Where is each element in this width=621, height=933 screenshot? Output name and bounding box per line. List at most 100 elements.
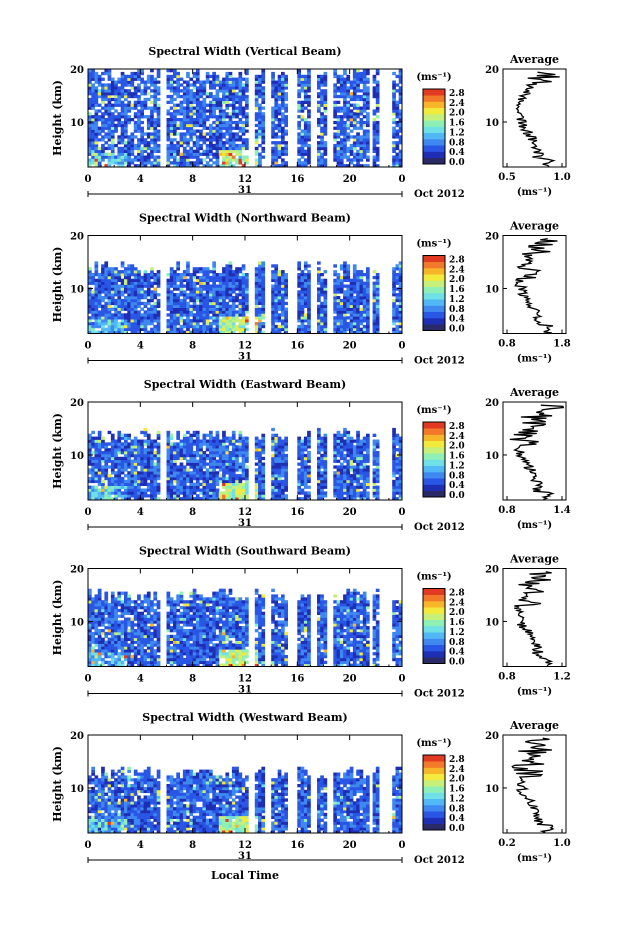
heatmap-cell <box>98 150 102 153</box>
heatmap-cell <box>137 285 141 288</box>
heatmap-cell <box>297 285 301 288</box>
heatmap-cell <box>255 267 259 270</box>
heatmap-cell <box>153 440 157 443</box>
heatmap-cell <box>147 313 151 316</box>
heatmap-cell <box>101 98 105 101</box>
heatmap-cell <box>373 121 377 124</box>
heatmap-cell <box>340 109 344 112</box>
heatmap-cell <box>278 150 282 153</box>
heatmap-cell <box>134 322 138 325</box>
heatmap-cell <box>137 463 141 466</box>
heatmap-cell <box>219 132 223 135</box>
heatmap-cell <box>183 290 187 293</box>
heatmap-cell <box>242 474 246 477</box>
heatmap-cell <box>131 267 135 270</box>
heatmap-cell <box>137 89 141 92</box>
heatmap-cell <box>356 305 360 308</box>
heatmap-cell <box>261 285 265 288</box>
heatmap-cell <box>232 305 236 308</box>
heatmap-cell <box>196 483 200 486</box>
heatmap-cell <box>137 282 141 285</box>
heatmap-cell <box>297 121 301 124</box>
heatmap-cell <box>261 457 265 460</box>
heatmap-cell <box>121 135 125 138</box>
heatmap-cell <box>137 454 141 457</box>
heatmap-cell <box>111 480 115 483</box>
heatmap-cell <box>104 451 108 454</box>
heatmap-cell <box>212 153 216 156</box>
heatmap-cell <box>258 316 262 319</box>
heatmap-cell <box>153 156 157 159</box>
heatmap-cell <box>173 72 177 75</box>
heatmap-cell <box>297 158 301 161</box>
heatmap-cell <box>340 121 344 124</box>
heatmap-cell <box>340 147 344 150</box>
heatmap-cell <box>173 107 177 110</box>
heatmap-cell <box>121 465 125 468</box>
heatmap-cell <box>232 313 236 316</box>
heatmap-cell <box>340 313 344 316</box>
heatmap-cell <box>271 308 275 311</box>
heatmap-cell <box>193 325 197 328</box>
heatmap-cell <box>209 299 213 302</box>
heatmap-cell <box>111 442 115 445</box>
heatmap-cell <box>216 135 220 138</box>
heatmap-cell <box>199 282 203 285</box>
heatmap-cell <box>111 115 115 118</box>
heatmap-cell <box>222 89 226 92</box>
heatmap-cell <box>111 89 115 92</box>
heatmap-cell <box>147 319 151 322</box>
heatmap-cell <box>396 101 400 104</box>
heatmap-cell <box>278 468 282 471</box>
heatmap-cell <box>114 144 118 147</box>
heatmap-cell <box>157 147 161 150</box>
heatmap-cell <box>281 486 285 489</box>
heatmap-cell <box>209 486 213 489</box>
heatmap-cell <box>153 276 157 279</box>
heatmap-cell <box>235 150 239 153</box>
heatmap-cell <box>271 440 275 443</box>
heatmap-cell <box>203 86 207 89</box>
heatmap-cell <box>360 95 364 98</box>
heatmap-cell <box>212 489 216 492</box>
heatmap-cell <box>245 86 249 89</box>
heatmap-cell <box>196 325 200 328</box>
heatmap-cell <box>255 316 259 319</box>
heatmap-cell <box>297 486 301 489</box>
heatmap-cell <box>134 107 138 110</box>
heatmap-cell <box>216 480 220 483</box>
heatmap-cell <box>180 287 184 290</box>
heatmap-cell <box>212 287 216 290</box>
day-label: 31 <box>238 185 252 196</box>
heatmap-cell <box>245 89 249 92</box>
heatmap-cell <box>180 471 184 474</box>
heatmap-cell <box>281 81 285 84</box>
heatmap-cell <box>144 81 148 84</box>
heatmap-cell <box>317 322 321 325</box>
heatmap-cell <box>117 434 121 437</box>
heatmap-cell <box>376 313 380 316</box>
heatmap-cell <box>140 319 144 322</box>
heatmap-cell <box>203 489 207 492</box>
heatmap-cell <box>363 153 367 156</box>
heatmap-cell <box>153 81 157 84</box>
heatmap-cell <box>140 322 144 325</box>
heatmap-cell <box>274 491 278 494</box>
heatmap-cell <box>366 72 370 75</box>
heatmap-cell <box>153 109 157 112</box>
heatmap-cell <box>363 287 367 290</box>
heatmap-cell <box>111 78 115 81</box>
heatmap-cell <box>144 290 148 293</box>
heatmap-cells <box>88 428 402 501</box>
heatmap-cell <box>229 471 233 474</box>
heatmap-cell <box>150 101 154 104</box>
heatmap-cell <box>176 454 180 457</box>
heatmap-cell <box>114 319 118 322</box>
heatmap-cell <box>261 75 265 78</box>
heatmap-cell <box>320 127 324 130</box>
heatmap-cell <box>343 109 347 112</box>
heatmap-cell <box>176 261 180 264</box>
heatmap-cell <box>333 308 337 311</box>
heatmap-cell <box>134 457 138 460</box>
x-tick-label: 8 <box>189 174 196 185</box>
